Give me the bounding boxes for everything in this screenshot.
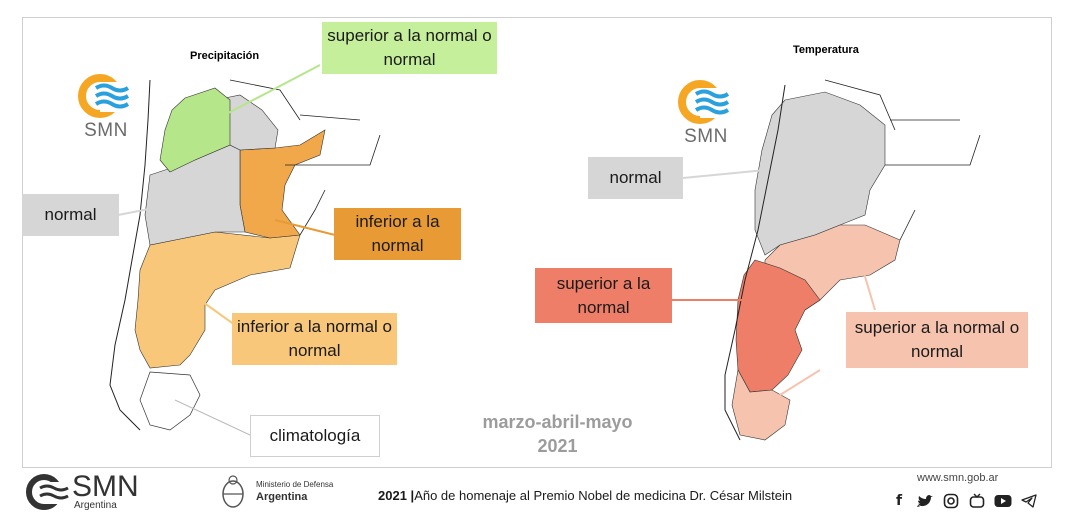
smn-logo-left: SMN (76, 72, 136, 142)
callout-normal-precip: normal (22, 194, 119, 236)
season-year: 2021 (537, 436, 578, 456)
facebook-icon[interactable]: f (895, 493, 903, 509)
smn-logo-text: SMN (84, 120, 128, 141)
temperature-map (672, 79, 981, 441)
neighbour-borders (229, 79, 381, 236)
homage-message: Año de homenaje al Premio Nobel de medic… (414, 488, 793, 503)
callout-below: inferior a la normal (334, 208, 461, 260)
precipitation-map (109, 64, 381, 436)
twitter-icon[interactable] (916, 492, 934, 510)
connector-above-or-normal-south (779, 369, 821, 396)
connector-temp-normal (682, 169, 766, 179)
neighbour-borders-right (824, 79, 981, 241)
region-climatology (139, 371, 201, 431)
smn-sun-icon (678, 80, 730, 124)
smn-logo-right: SMN (676, 78, 736, 148)
region-upper-or-normal (159, 87, 231, 173)
connector-above-or-normal (859, 259, 876, 311)
smn-footer-icon (26, 474, 70, 510)
footer-smn-logo: SMN Argentina (24, 470, 139, 519)
homage-text: 2021 |Año de homenaje al Premio Nobel de… (378, 488, 792, 503)
callout-below-or-normal: inferior a la normal o normal (232, 313, 397, 365)
footer-smn-sub: Argentina (74, 500, 117, 511)
social-icons: f (890, 492, 1038, 510)
telegram-icon[interactable] (1020, 492, 1038, 510)
callout-climatology: climatología (250, 415, 380, 457)
chile-coastline (109, 79, 151, 431)
callout-upper-or-normal: superior a la normal o normal (322, 22, 497, 74)
footer-smn-text: SMN (72, 470, 139, 503)
connector-upper (214, 64, 321, 121)
connector-below (274, 219, 336, 236)
temperature-title: Temperatura (793, 44, 859, 56)
season-label: marzo-abril-mayo 2021 (455, 410, 660, 458)
website-url[interactable]: www.smn.gob.ar (917, 472, 999, 484)
region-above (735, 259, 821, 393)
map-frame (22, 17, 1052, 468)
smn-sun-icon (78, 74, 130, 118)
season-months: marzo-abril-mayo (482, 412, 633, 432)
precipitation-title: Precipitación (190, 50, 260, 62)
tv-icon[interactable] (968, 492, 986, 510)
callout-above: superior a la normal (535, 268, 672, 323)
region-normal-ne (214, 94, 279, 151)
callout-above-or-normal: superior a la normal o normal (846, 312, 1028, 368)
coat-of-arms-icon (222, 475, 244, 508)
instagram-icon[interactable] (942, 492, 960, 510)
youtube-icon[interactable] (994, 492, 1012, 510)
connector-normal (117, 204, 171, 216)
ministerio-line1: Ministerio de Defensa (256, 480, 334, 489)
region-above-or-normal-south (731, 369, 791, 441)
ministerio-logo: Ministerio de Defensa Argentina (218, 474, 333, 517)
homage-separator: | (410, 488, 415, 503)
smn-logo-text: SMN (684, 126, 728, 147)
ministerio-line2: Argentina (256, 491, 308, 503)
callout-normal-temp: normal (588, 157, 683, 199)
chile-coastline-right (724, 84, 786, 441)
connector-below-or-normal (199, 299, 236, 326)
connector-climatology (174, 399, 251, 436)
homage-year: 2021 (378, 488, 407, 503)
